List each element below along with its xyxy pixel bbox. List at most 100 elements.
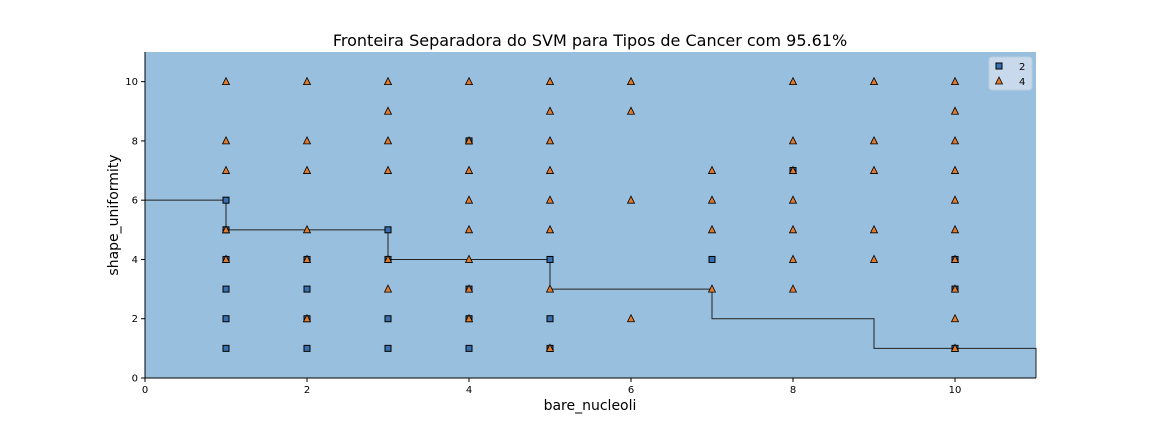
x-tick-label: 4 <box>466 385 472 396</box>
class-4-point <box>464 76 474 86</box>
y-tick-label: 8 <box>132 136 138 147</box>
class-4-point <box>302 76 312 86</box>
y-axis-label: shape_uniformity <box>106 154 122 275</box>
chart-title: Fronteira Separadora do SVM para Tipos d… <box>333 31 847 50</box>
class-4-point <box>383 136 393 145</box>
class-4-point <box>545 136 555 145</box>
class-4-point <box>464 195 474 204</box>
class-4-point <box>950 284 960 293</box>
legend-class-4-label: 4 <box>1019 77 1025 88</box>
class-4-point <box>545 343 555 352</box>
class-4-point <box>545 195 555 204</box>
ticks-group: 0 2 4 6 8 10 0 2 4 6 8 10 <box>125 77 961 396</box>
class-4-point <box>869 254 879 263</box>
class-4-point <box>707 284 717 293</box>
class-4-point <box>869 224 879 234</box>
plot-area <box>145 52 1036 378</box>
x-tick-label: 2 <box>304 385 310 396</box>
class-4-point <box>464 284 474 293</box>
class-4-point <box>707 165 717 174</box>
class-4-point <box>950 76 960 86</box>
class-2-point <box>546 315 554 323</box>
class-4-point <box>464 136 474 145</box>
class-4-point <box>545 284 555 293</box>
class-4-point <box>626 195 636 204</box>
class-4-point <box>464 313 474 323</box>
class-4-point <box>950 254 960 263</box>
class-2-point <box>222 285 230 293</box>
x-tick-label: 0 <box>142 385 148 396</box>
class-2-point <box>546 255 554 263</box>
class-4-point <box>302 136 312 145</box>
class-4-point <box>788 76 798 86</box>
class-4-point <box>950 313 960 323</box>
class-4-point <box>383 284 393 293</box>
class-4-point <box>302 254 312 263</box>
class-4-point <box>221 165 231 174</box>
class-4-point <box>788 284 798 293</box>
class-4-point <box>788 254 798 263</box>
class-2-point <box>384 315 392 323</box>
class-2-point <box>708 255 716 263</box>
class-4-point <box>950 343 960 352</box>
class-4-point <box>545 165 555 174</box>
y-tick-label: 10 <box>125 77 138 88</box>
axes-group <box>144 52 1036 379</box>
class-2-point <box>303 344 311 352</box>
class-4-point <box>545 76 555 86</box>
class-4-point <box>221 136 231 145</box>
class-4-point <box>788 224 798 234</box>
class-4-point <box>221 224 231 234</box>
class-4-point <box>869 165 879 174</box>
legend: 24 <box>988 56 1033 91</box>
class-4-point <box>869 136 879 145</box>
class-2-point <box>303 285 311 293</box>
class-2-point <box>222 344 230 352</box>
class-4-point <box>383 254 393 263</box>
class-2-point <box>465 344 473 352</box>
y-tick-label: 4 <box>132 255 138 266</box>
class-4-point <box>707 224 717 234</box>
class-4-point <box>221 254 231 263</box>
class-4-point <box>545 106 555 115</box>
class-4-point <box>950 106 960 115</box>
class-4-point <box>869 76 879 86</box>
legend-class-2-label: 2 <box>1019 62 1025 73</box>
class-4-point <box>221 76 231 86</box>
class-4-point <box>302 224 312 234</box>
x-axis-label: bare_nucleoli <box>544 398 637 414</box>
class-4-point <box>950 224 960 234</box>
class-4-point <box>383 165 393 174</box>
class-4-point <box>383 106 393 115</box>
class-4-point <box>950 195 960 204</box>
class-2-point <box>222 196 230 204</box>
class-4-point <box>788 136 798 145</box>
class-4-point <box>626 76 636 86</box>
x-tick-label: 10 <box>949 385 962 396</box>
class-4-point <box>788 195 798 204</box>
legend-class-4-marker <box>994 76 1004 85</box>
x-tick-label: 6 <box>628 385 634 396</box>
class-2-point <box>222 315 230 323</box>
class-4-point <box>626 106 636 115</box>
class-4-point <box>950 136 960 145</box>
y-tick-label: 6 <box>132 196 138 207</box>
class-4-point <box>545 224 555 234</box>
class-2-point <box>384 226 392 234</box>
y-tick-label: 2 <box>132 314 138 325</box>
class-4-point <box>707 195 717 204</box>
class-4-point <box>950 165 960 174</box>
class-4-point <box>464 224 474 234</box>
class-4-point <box>788 165 798 174</box>
legend-class-2-marker <box>995 62 1003 70</box>
y-tick-label: 0 <box>132 374 138 385</box>
class-4-point <box>302 313 312 323</box>
x-tick-label: 8 <box>790 385 796 396</box>
class-4-point <box>383 76 393 86</box>
class-4-point <box>302 165 312 174</box>
class-2-point <box>384 344 392 352</box>
class-4-point <box>464 254 474 263</box>
class-4-point <box>464 165 474 174</box>
legend-box <box>988 56 1033 91</box>
